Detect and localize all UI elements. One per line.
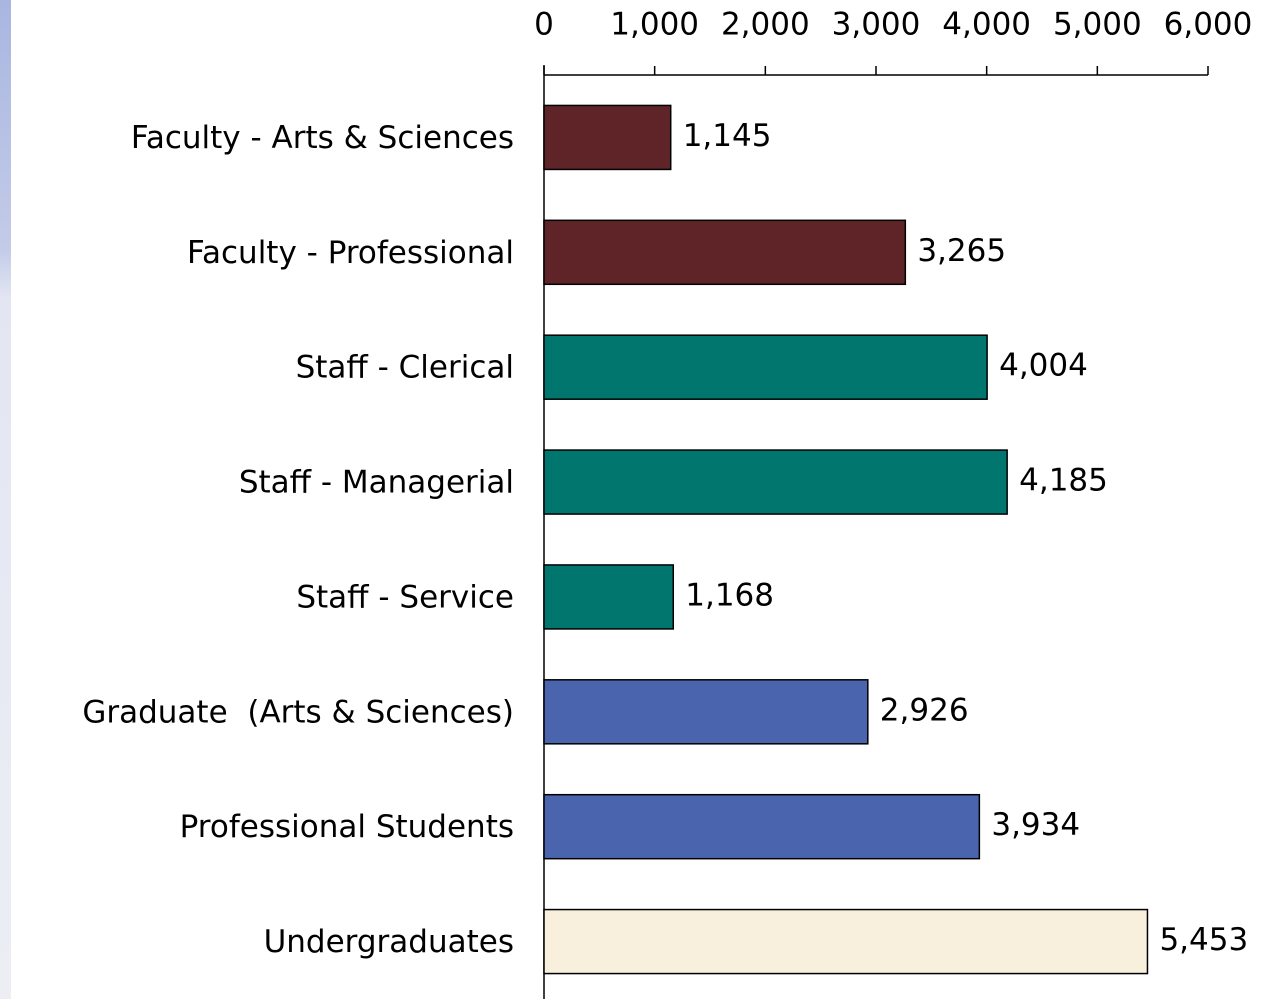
y-tick-label: Staff - Clerical <box>296 350 514 386</box>
value-label: 3,265 <box>917 233 1006 269</box>
x-tick-label: 3,000 <box>832 7 921 43</box>
x-tick-label: 0 <box>534 7 554 43</box>
value-label: 1,145 <box>683 118 772 154</box>
y-tick-label: Staff - Service <box>296 579 514 615</box>
value-label: 4,185 <box>1019 463 1108 499</box>
bar <box>543 334 988 400</box>
x-tick-label: 2,000 <box>721 7 810 43</box>
x-tick-label: 1,000 <box>610 7 699 43</box>
bar <box>543 793 981 860</box>
y-tick-label: Professional Students <box>180 809 514 845</box>
y-tick-label: Faculty - Arts & Sciences <box>131 120 514 156</box>
x-tick-label: 5,000 <box>1053 7 1142 43</box>
value-label: 5,453 <box>1159 922 1248 958</box>
y-tick-label: Undergraduates <box>264 924 514 960</box>
value-label: 1,168 <box>685 577 774 613</box>
bar <box>543 104 672 171</box>
value-label: 3,934 <box>991 807 1080 843</box>
y-tick-label: Graduate (Arts & Sciences) <box>82 694 514 730</box>
bar <box>543 679 869 745</box>
y-tick-label: Faculty - Professional <box>187 235 514 271</box>
x-tick-label: 6,000 <box>1164 7 1253 43</box>
value-label: 2,926 <box>880 692 969 728</box>
bar <box>543 564 675 630</box>
side-strip <box>0 0 11 999</box>
x-tick-label: 4,000 <box>942 7 1031 43</box>
bar <box>543 219 907 286</box>
bar <box>543 908 1149 975</box>
bar <box>543 449 1008 515</box>
y-tick-label: Staff - Managerial <box>239 465 514 501</box>
value-label: 4,004 <box>999 348 1088 384</box>
